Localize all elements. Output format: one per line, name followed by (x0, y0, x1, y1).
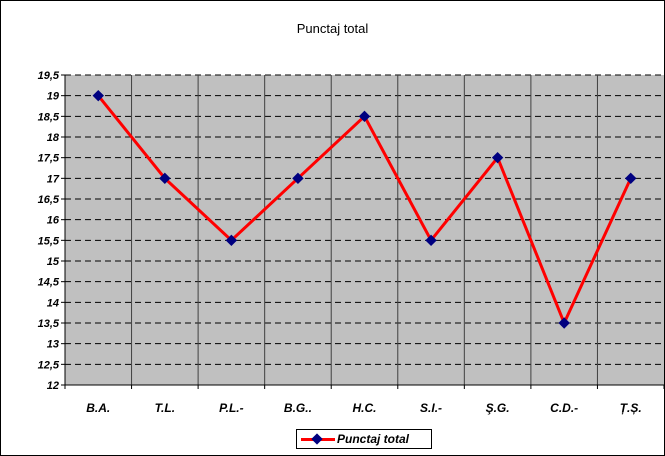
x-tick-label: B.G.. (284, 401, 312, 415)
x-tick-label: B.A. (86, 401, 110, 415)
legend: Punctaj total (296, 429, 432, 449)
x-tick-label: Ț.Ș. (620, 401, 642, 415)
y-tick-label: 13 (47, 339, 59, 351)
y-tick-label: 17,5 (38, 153, 60, 165)
axes (64, 75, 664, 386)
data-point-marker (625, 172, 637, 185)
x-tick-label: H.C. (353, 401, 377, 415)
y-tick-label: 19 (47, 91, 60, 103)
x-tick-label: P.L.- (219, 401, 243, 415)
legend-marker-sample (311, 433, 323, 445)
data-point-marker (92, 89, 104, 102)
y-tick-label: 16,5 (38, 194, 60, 206)
data-point-marker (425, 234, 437, 247)
y-tick-label: 12,5 (38, 359, 60, 371)
plot-area (65, 75, 664, 385)
y-tick-label: 18 (47, 132, 60, 144)
y-tick-label: 17 (47, 173, 60, 185)
x-axis-ticks: B.A. T.L. P.L.- B.G.. H.C. S.I.- Ş.G. C.D.- Ț.Ș. (64, 385, 665, 415)
series-punctaj-total (92, 89, 637, 329)
y-tick-label: 19,5 (38, 70, 60, 82)
x-tick-label: Ş.G. (486, 401, 510, 415)
y-tick-label: 18,5 (38, 111, 60, 123)
data-point-marker (558, 317, 570, 329)
y-axis-ticks: 12 12,5 13 13,5 14 14,5 15 15,5 16 16,5 17 17,5 18 18… (38, 70, 65, 392)
data-point-marker (159, 172, 171, 185)
y-tick-label: 15 (47, 256, 60, 268)
x-tick-label: T.L. (155, 401, 175, 415)
gridlines (65, 74, 664, 385)
y-tick-label: 14 (47, 297, 59, 309)
legend-label: Punctaj total (337, 432, 410, 446)
y-tick-label: 12 (47, 380, 59, 392)
y-tick-label: 15,5 (38, 235, 60, 247)
x-tick-label: S.I.- (420, 401, 442, 415)
data-point-marker (292, 172, 304, 185)
data-point-marker (225, 234, 238, 247)
chart-title: Punctaj total (296, 21, 369, 36)
y-tick-label: 13,5 (38, 318, 60, 330)
y-tick-label: 16 (47, 215, 60, 227)
data-point-marker (358, 110, 371, 123)
x-tick-label: C.D.- (550, 401, 578, 415)
y-tick-label: 14,5 (38, 277, 60, 289)
data-point-marker (491, 151, 504, 164)
legend-swatch (299, 430, 337, 448)
